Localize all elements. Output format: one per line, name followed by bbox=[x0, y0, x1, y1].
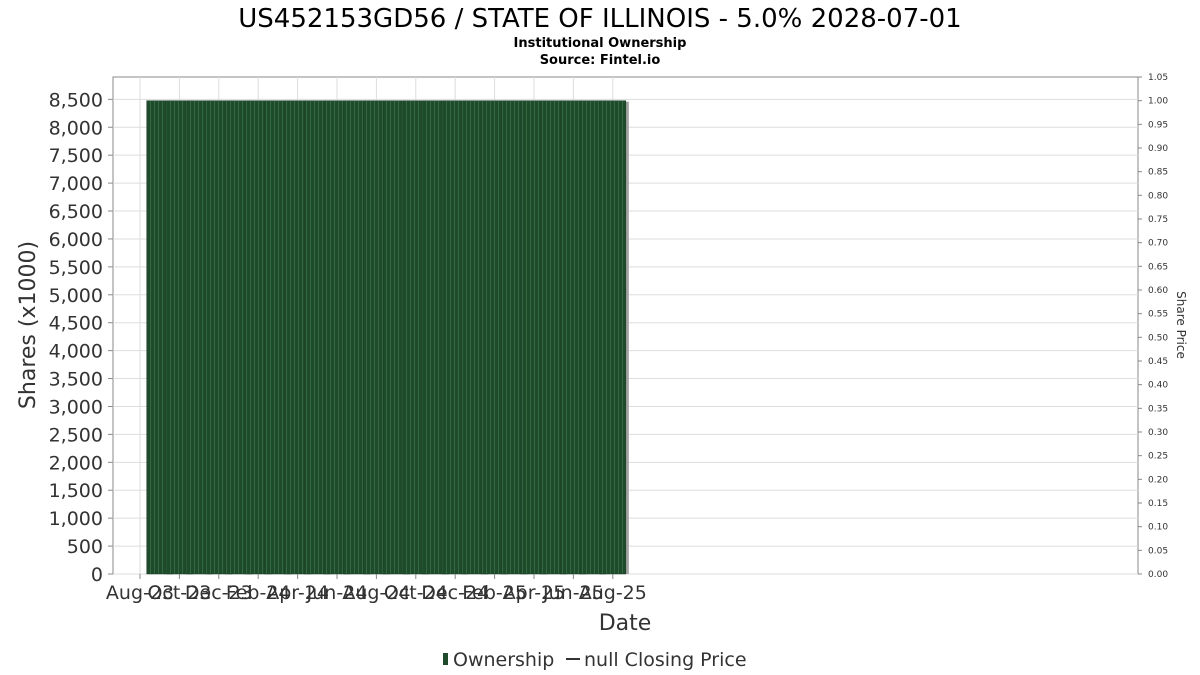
legend-closing-price-label: null Closing Price bbox=[584, 649, 747, 671]
legend-ownership-swatch bbox=[443, 653, 448, 665]
y-tick-label: 3,000 bbox=[49, 396, 103, 418]
chart-subtitle-source: Source: Fintel.io bbox=[540, 53, 661, 68]
y2-tick-label: 0.70 bbox=[1148, 239, 1168, 249]
y-tick-label: 6,500 bbox=[49, 201, 103, 223]
y2-tick-label: 0.20 bbox=[1148, 475, 1168, 485]
x-tick-label: Jun-24 bbox=[306, 582, 368, 604]
y2-tick-label: 0.50 bbox=[1148, 333, 1168, 343]
y2-tick-label: 0.75 bbox=[1148, 215, 1168, 225]
chart-title: US452153GD56 / STATE OF ILLINOIS - 5.0% … bbox=[238, 4, 961, 34]
y2-tick-label: 0.65 bbox=[1148, 262, 1168, 272]
y2-tick-label: 0.25 bbox=[1148, 452, 1168, 462]
y-tick-label: 1,000 bbox=[49, 508, 103, 530]
y2-axis-ticks: 0.00 0.05 0.10 0.15 0.20 0.25 0.30 0.35 0.40 0.45… bbox=[1138, 73, 1168, 580]
y-tick-label: 3,500 bbox=[49, 369, 103, 391]
x-tick-label: Aug-24 bbox=[342, 582, 410, 604]
y2-tick-label: 0.05 bbox=[1148, 546, 1168, 556]
y-tick-label: 500 bbox=[67, 536, 103, 558]
y2-tick-label: 0.30 bbox=[1148, 428, 1168, 438]
x-tick-label: Dec-23 bbox=[185, 582, 253, 604]
y-tick-label: 4,500 bbox=[49, 313, 103, 335]
y2-tick-label: 0.90 bbox=[1148, 144, 1168, 154]
x-tick-label: Aug-23 bbox=[106, 582, 174, 604]
x-tick-label: Aug-25 bbox=[579, 582, 647, 604]
y2-tick-label: 1.05 bbox=[1148, 73, 1168, 83]
y-tick-label: 5,000 bbox=[49, 285, 103, 307]
y-tick-label: 7,000 bbox=[49, 173, 103, 195]
y-axis-label: Shares (x1000) bbox=[16, 241, 41, 409]
y2-tick-label: 1.00 bbox=[1148, 97, 1168, 107]
y-tick-label: 2,000 bbox=[49, 452, 103, 474]
legend-ownership-label: Ownership bbox=[453, 649, 554, 671]
x-tick-label: Jun-25 bbox=[542, 582, 604, 604]
x-tick-label: Apr-25 bbox=[503, 582, 566, 604]
x-axis-label: Date bbox=[599, 611, 652, 636]
y2-tick-label: 0.55 bbox=[1148, 310, 1168, 320]
x-tick-label: Oct-23 bbox=[147, 582, 211, 604]
x-tick-label: Apr-24 bbox=[266, 582, 329, 604]
x-tick-label: Feb-25 bbox=[462, 582, 527, 604]
y2-tick-label: 0.35 bbox=[1148, 404, 1168, 414]
y2-tick-label: 0.60 bbox=[1148, 286, 1168, 296]
y-axis-ticks: 0 500 1,000 1,500 2,000 2,500 3,000 3,500 4,000 4… bbox=[49, 89, 113, 586]
y2-tick-label: 0.80 bbox=[1148, 191, 1168, 201]
y2-tick-label: 0.15 bbox=[1148, 499, 1168, 509]
y-tick-label: 0 bbox=[91, 564, 103, 586]
y2-tick-label: 0.10 bbox=[1148, 523, 1168, 533]
y-tick-label: 7,500 bbox=[49, 145, 103, 167]
y-tick-label: 6,000 bbox=[49, 229, 103, 251]
y2-tick-label: 0.45 bbox=[1148, 357, 1168, 367]
y-tick-label: 8,000 bbox=[49, 117, 103, 139]
y-tick-label: 5,500 bbox=[49, 257, 103, 279]
y-tick-label: 1,500 bbox=[49, 480, 103, 502]
y2-axis-label: Share Price bbox=[1174, 291, 1188, 359]
y2-tick-label: 0.40 bbox=[1148, 381, 1168, 391]
legend: Ownership null Closing Price bbox=[443, 649, 747, 671]
y-tick-label: 2,500 bbox=[49, 424, 103, 446]
y-tick-label: 8,500 bbox=[49, 89, 103, 111]
chart-subtitle-ownership: Institutional Ownership bbox=[514, 36, 687, 51]
y2-tick-label: 0.00 bbox=[1148, 570, 1168, 580]
x-tick-label: Feb-24 bbox=[226, 582, 291, 604]
y-tick-label: 4,000 bbox=[49, 341, 103, 363]
ownership-bar bbox=[599, 100, 627, 575]
x-tick-label: Oct-24 bbox=[384, 582, 448, 604]
y2-tick-label: 0.95 bbox=[1148, 120, 1168, 130]
x-axis-ticks: Aug-23Oct-23Dec-23Feb-24Apr-24Jun-24Aug-… bbox=[106, 574, 647, 604]
y2-tick-label: 0.85 bbox=[1148, 168, 1168, 178]
x-tick-label: Dec-24 bbox=[421, 582, 489, 604]
bars bbox=[146, 100, 629, 575]
